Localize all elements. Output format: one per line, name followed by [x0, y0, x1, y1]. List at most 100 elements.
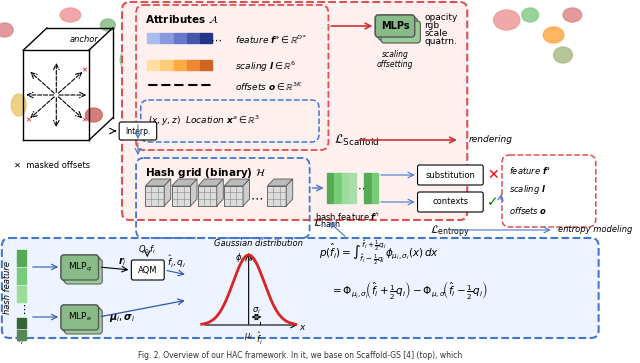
Bar [187, 60, 199, 70]
Text: ✕  masked offsets: ✕ masked offsets [13, 160, 90, 170]
Text: $\mathcal{L}_\mathrm{entropy}$: $\mathcal{L}_\mathrm{entropy}$ [431, 224, 470, 240]
Text: $\mathrm{MLP}_q$: $\mathrm{MLP}_q$ [68, 260, 92, 274]
Text: Interp.: Interp. [125, 126, 150, 135]
Bar [147, 33, 159, 43]
Bar [147, 60, 159, 70]
Text: MLPs: MLPs [381, 21, 410, 31]
Ellipse shape [493, 10, 520, 30]
Text: $\cdots$: $\cdots$ [210, 35, 221, 45]
Text: Attributes $\mathcal{A}$: Attributes $\mathcal{A}$ [145, 13, 219, 25]
Text: substitution: substitution [426, 171, 476, 179]
Text: offsets $\boldsymbol{o}$: offsets $\boldsymbol{o}$ [509, 204, 548, 216]
Bar [198, 186, 217, 206]
Ellipse shape [563, 8, 582, 22]
Ellipse shape [12, 94, 26, 116]
Text: $\cdots$: $\cdots$ [356, 183, 369, 193]
Text: ✓: ✓ [487, 195, 499, 209]
Ellipse shape [0, 23, 13, 37]
Text: offsets $\boldsymbol{o} \in \mathbb{R}^{3K}$: offsets $\boldsymbol{o} \in \mathbb{R}^{… [235, 81, 303, 93]
Bar [224, 186, 243, 206]
FancyBboxPatch shape [61, 305, 99, 330]
Bar [17, 268, 26, 284]
Text: opacity: opacity [424, 12, 458, 21]
Polygon shape [191, 179, 197, 206]
Text: rgb: rgb [424, 20, 439, 29]
Text: MLPs: MLPs [381, 21, 410, 31]
Bar [161, 60, 173, 70]
Polygon shape [164, 179, 171, 206]
Text: $\hat{f}_i,q_i$: $\hat{f}_i,q_i$ [167, 254, 186, 270]
Polygon shape [145, 179, 171, 186]
Bar [372, 173, 378, 203]
Text: $\cdots$: $\cdots$ [250, 192, 262, 204]
FancyBboxPatch shape [375, 15, 415, 37]
Text: $\mu_i$: $\mu_i$ [244, 331, 253, 342]
Text: $\boldsymbol{\mu}_i,\boldsymbol{\sigma}_i$: $\boldsymbol{\mu}_i,\boldsymbol{\sigma}_… [109, 312, 135, 324]
Bar [187, 33, 199, 43]
Text: feature $\boldsymbol{f}^a \in \mathbb{R}^{D^a}$: feature $\boldsymbol{f}^a \in \mathbb{R}… [235, 34, 306, 46]
Polygon shape [198, 179, 223, 186]
Text: Gaussian distribution: Gaussian distribution [214, 239, 303, 248]
Text: ✕: ✕ [81, 67, 88, 73]
Bar [364, 173, 371, 203]
FancyBboxPatch shape [378, 18, 417, 40]
Text: $Q_0\,f_i$: $Q_0\,f_i$ [138, 244, 157, 256]
Text: quatrn.: quatrn. [424, 37, 457, 45]
Bar [172, 186, 191, 206]
Text: ✕: ✕ [487, 168, 499, 182]
Text: $\hat{f}_i$: $\hat{f}_i$ [256, 331, 263, 347]
Text: ✕: ✕ [81, 117, 88, 123]
FancyBboxPatch shape [61, 255, 99, 280]
FancyBboxPatch shape [417, 192, 483, 212]
Ellipse shape [522, 8, 539, 22]
Text: $\mathrm{MLP}_e$: $\mathrm{MLP}_e$ [68, 311, 92, 323]
Text: scale: scale [424, 29, 447, 37]
Ellipse shape [554, 47, 572, 63]
Ellipse shape [120, 51, 133, 69]
FancyBboxPatch shape [65, 309, 102, 334]
Polygon shape [217, 179, 223, 206]
Ellipse shape [85, 108, 102, 122]
Text: $\boldsymbol{r}_i$: $\boldsymbol{r}_i$ [118, 256, 126, 268]
Text: feature $\boldsymbol{f}^a$: feature $\boldsymbol{f}^a$ [509, 164, 552, 175]
FancyBboxPatch shape [119, 122, 157, 140]
Bar [161, 33, 173, 43]
Polygon shape [286, 179, 292, 206]
FancyBboxPatch shape [61, 305, 99, 330]
Text: AQM: AQM [138, 265, 157, 274]
Text: rendering: rendering [469, 135, 513, 144]
Ellipse shape [100, 19, 115, 31]
FancyBboxPatch shape [122, 2, 467, 220]
Text: scaling $\boldsymbol{l}$: scaling $\boldsymbol{l}$ [509, 184, 547, 196]
Text: anchor: anchor [70, 36, 99, 45]
Text: $(x, y, z)$  Location $\boldsymbol{x}^a \in \mathbb{R}^3$: $(x, y, z)$ Location $\boldsymbol{x}^a \… [148, 114, 260, 128]
FancyBboxPatch shape [375, 15, 415, 37]
Polygon shape [268, 179, 292, 186]
Text: $\phi_{\mu_i,\sigma_i}$: $\phi_{\mu_i,\sigma_i}$ [235, 252, 255, 265]
FancyBboxPatch shape [63, 257, 100, 282]
FancyBboxPatch shape [63, 307, 100, 332]
Polygon shape [172, 179, 197, 186]
Text: $p(\hat{f}_i) = \int_{\hat{f}_i - \frac{1}{2}q_i}^{\hat{f}_i + \frac{1}{2}q_i} \: $p(\hat{f}_i) = \int_{\hat{f}_i - \frac{… [319, 237, 439, 267]
Bar [268, 186, 286, 206]
FancyBboxPatch shape [61, 255, 99, 280]
Bar [145, 186, 164, 206]
Text: Fig. 2. Overview of our HAC framework. In it, we base on Scaffold-GS [4] (top), : Fig. 2. Overview of our HAC framework. I… [138, 351, 462, 359]
FancyBboxPatch shape [381, 21, 420, 43]
FancyBboxPatch shape [65, 259, 102, 284]
Bar [349, 173, 356, 203]
Polygon shape [224, 179, 250, 186]
Text: $\mathcal{L}_\mathrm{Scaffold}$: $\mathcal{L}_\mathrm{Scaffold}$ [334, 132, 379, 147]
FancyBboxPatch shape [2, 238, 598, 338]
Polygon shape [243, 179, 250, 206]
FancyBboxPatch shape [417, 165, 483, 185]
Bar [17, 286, 26, 302]
Bar [17, 318, 26, 328]
Text: $f_i^h$: $f_i^h$ [17, 333, 26, 347]
Bar [334, 173, 340, 203]
Ellipse shape [60, 8, 81, 22]
Bar [17, 330, 26, 340]
Bar [173, 33, 186, 43]
Bar [200, 60, 212, 70]
Bar [173, 60, 186, 70]
